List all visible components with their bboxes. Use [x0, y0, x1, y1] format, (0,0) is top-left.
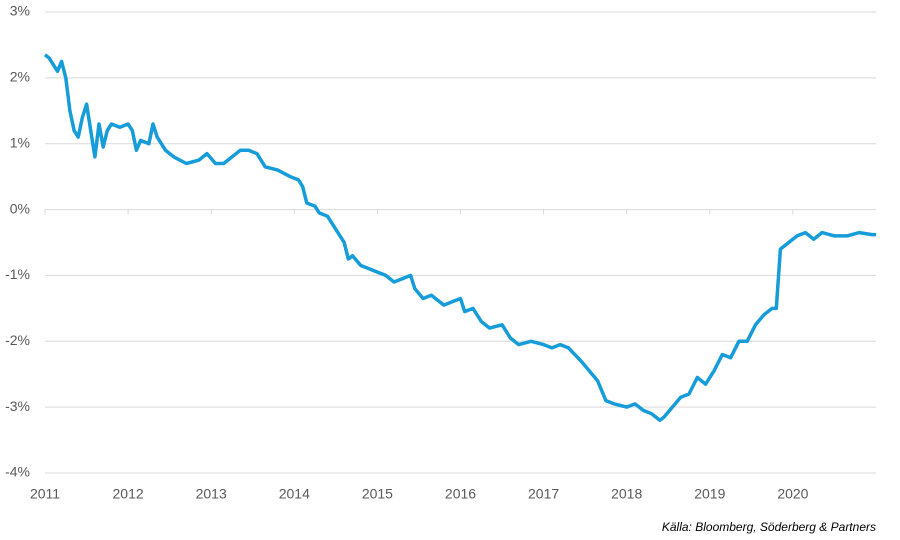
x-tick-label: 2015	[362, 486, 393, 502]
y-tick-label: -3%	[5, 398, 30, 414]
line-series	[43, 53, 876, 423]
y-tick-label: -4%	[5, 464, 30, 480]
x-tick-label: 2012	[113, 486, 144, 502]
y-tick-label: 1%	[10, 134, 30, 150]
y-tick-label: -1%	[5, 266, 30, 282]
y-tick-label: 3%	[10, 3, 30, 19]
source-note: Källa: Bloomberg, Söderberg & Partners	[662, 520, 876, 534]
x-tick-label: 2016	[445, 486, 476, 502]
x-tick-label: 2018	[611, 486, 642, 502]
y-tick-label: 2%	[10, 69, 30, 85]
x-tick-label: 2017	[528, 486, 559, 502]
y-tick-label: -2%	[5, 332, 30, 348]
x-tick-label: 2020	[777, 486, 808, 502]
y-tick-label: 0%	[10, 200, 30, 216]
x-tick-label: 2011	[30, 486, 60, 502]
x-tick-label: 2014	[279, 486, 310, 502]
x-tick-label: 2019	[694, 486, 725, 502]
x-tick-label: 2013	[196, 486, 227, 502]
